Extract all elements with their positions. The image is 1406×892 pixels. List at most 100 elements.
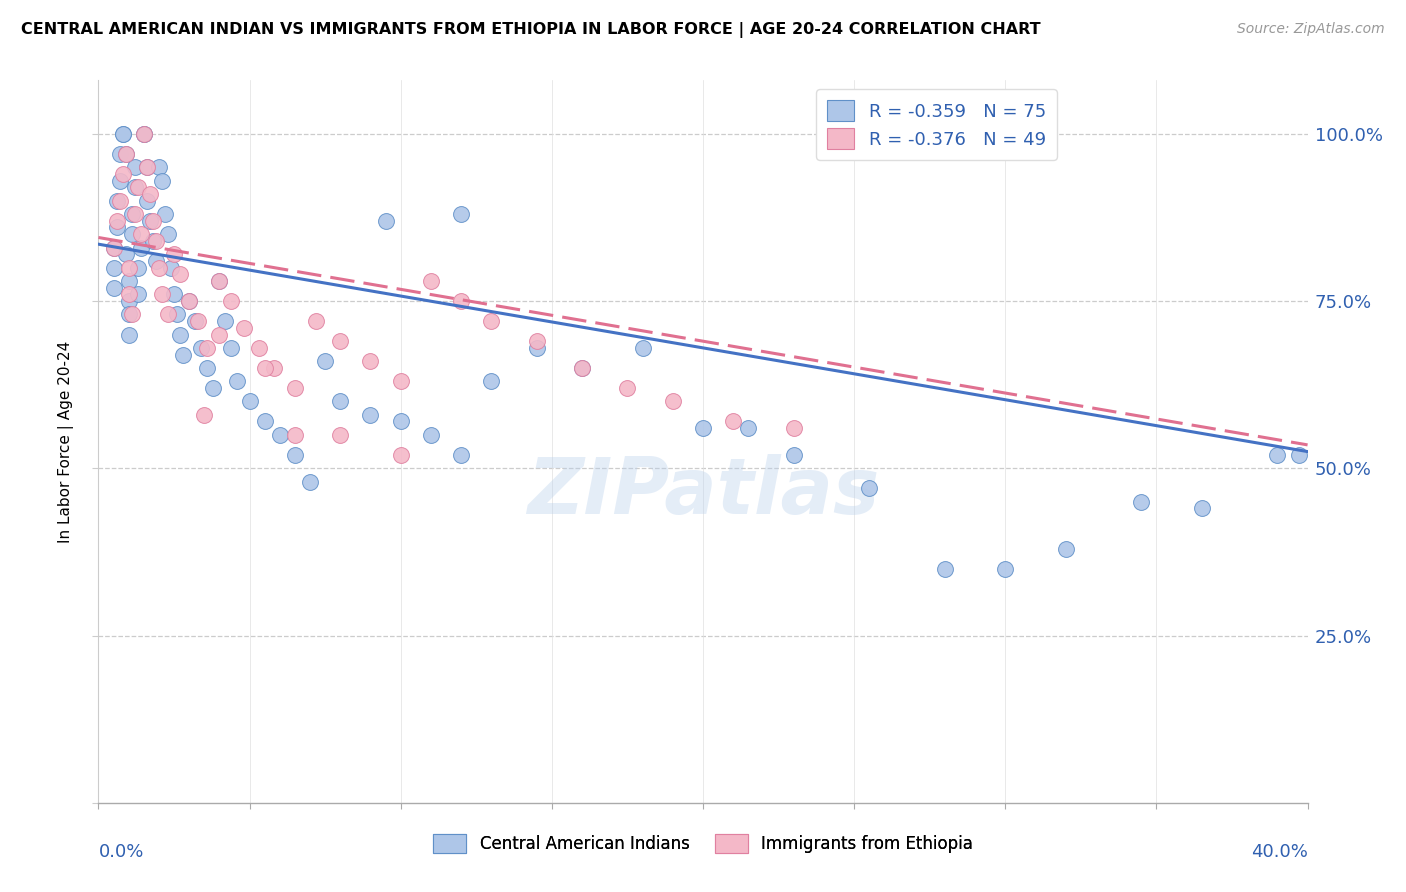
Point xyxy=(269,427,291,442)
Point xyxy=(202,381,225,395)
Point xyxy=(124,180,146,194)
Point xyxy=(723,414,745,429)
Point xyxy=(127,260,149,275)
Point xyxy=(420,427,443,442)
Point xyxy=(1267,448,1289,462)
Point xyxy=(132,127,155,141)
Point xyxy=(193,408,215,422)
Point xyxy=(118,294,141,309)
Point xyxy=(121,227,143,242)
Point xyxy=(858,482,880,496)
Point xyxy=(329,394,352,409)
Point xyxy=(127,180,149,194)
Point xyxy=(166,307,188,322)
Point xyxy=(226,375,249,389)
Point xyxy=(934,562,956,576)
Point xyxy=(481,314,503,328)
Point xyxy=(108,147,131,161)
Legend: Central American Indians, Immigrants from Ethiopia: Central American Indians, Immigrants fro… xyxy=(426,827,980,860)
Point xyxy=(631,341,654,355)
Point xyxy=(692,421,714,435)
Point xyxy=(221,294,243,309)
Point xyxy=(121,307,143,322)
Point xyxy=(118,307,141,322)
Point xyxy=(150,173,173,188)
Point xyxy=(571,361,593,376)
Point xyxy=(103,241,125,255)
Point xyxy=(142,234,165,248)
Point xyxy=(305,314,328,328)
Point xyxy=(108,173,131,188)
Point xyxy=(148,260,170,275)
Point xyxy=(284,381,307,395)
Point xyxy=(221,341,243,355)
Point xyxy=(114,147,136,161)
Text: CENTRAL AMERICAN INDIAN VS IMMIGRANTS FROM ETHIOPIA IN LABOR FORCE | AGE 20-24 C: CENTRAL AMERICAN INDIAN VS IMMIGRANTS FR… xyxy=(21,22,1040,38)
Point xyxy=(114,247,136,261)
Point xyxy=(994,562,1017,576)
Point xyxy=(111,167,134,181)
Point xyxy=(450,294,472,309)
Point xyxy=(105,214,128,228)
Point xyxy=(184,314,207,328)
Text: ZIPatlas: ZIPatlas xyxy=(527,454,879,530)
Point xyxy=(145,254,167,268)
Point xyxy=(450,207,472,221)
Point xyxy=(163,287,186,301)
Point xyxy=(263,361,285,376)
Point xyxy=(208,274,231,288)
Point xyxy=(129,241,152,255)
Point xyxy=(124,161,146,175)
Point xyxy=(103,241,125,255)
Point xyxy=(329,427,352,442)
Point xyxy=(1191,501,1213,516)
Point xyxy=(253,414,276,429)
Point xyxy=(232,321,254,335)
Point xyxy=(360,354,382,368)
Point xyxy=(329,334,352,349)
Point xyxy=(299,475,322,489)
Point xyxy=(1130,494,1153,508)
Point xyxy=(163,247,186,261)
Point xyxy=(169,327,191,342)
Point xyxy=(526,334,548,349)
Point xyxy=(111,127,134,141)
Point xyxy=(253,361,276,376)
Point xyxy=(284,427,307,442)
Point xyxy=(153,207,176,221)
Point xyxy=(450,448,472,462)
Point xyxy=(526,341,548,355)
Point xyxy=(132,127,155,141)
Point xyxy=(127,287,149,301)
Point xyxy=(108,194,131,208)
Point xyxy=(1288,448,1310,462)
Point xyxy=(239,394,262,409)
Point xyxy=(661,394,683,409)
Text: 0.0%: 0.0% xyxy=(98,843,143,861)
Point xyxy=(190,341,212,355)
Point xyxy=(156,307,179,322)
Point xyxy=(124,207,146,221)
Point xyxy=(571,361,593,376)
Point xyxy=(389,375,412,389)
Point xyxy=(135,194,157,208)
Text: Source: ZipAtlas.com: Source: ZipAtlas.com xyxy=(1237,22,1385,37)
Point xyxy=(150,287,173,301)
Point xyxy=(195,361,218,376)
Point xyxy=(1054,541,1077,556)
Point xyxy=(360,408,382,422)
Point xyxy=(129,227,152,242)
Point xyxy=(139,187,162,202)
Point xyxy=(187,314,209,328)
Y-axis label: In Labor Force | Age 20-24: In Labor Force | Age 20-24 xyxy=(58,341,75,542)
Point xyxy=(105,194,128,208)
Point xyxy=(179,294,201,309)
Point xyxy=(139,214,162,228)
Point xyxy=(481,375,503,389)
Point xyxy=(169,268,191,282)
Point xyxy=(389,448,412,462)
Point xyxy=(135,161,157,175)
Point xyxy=(737,421,759,435)
Point xyxy=(214,314,236,328)
Point xyxy=(247,341,270,355)
